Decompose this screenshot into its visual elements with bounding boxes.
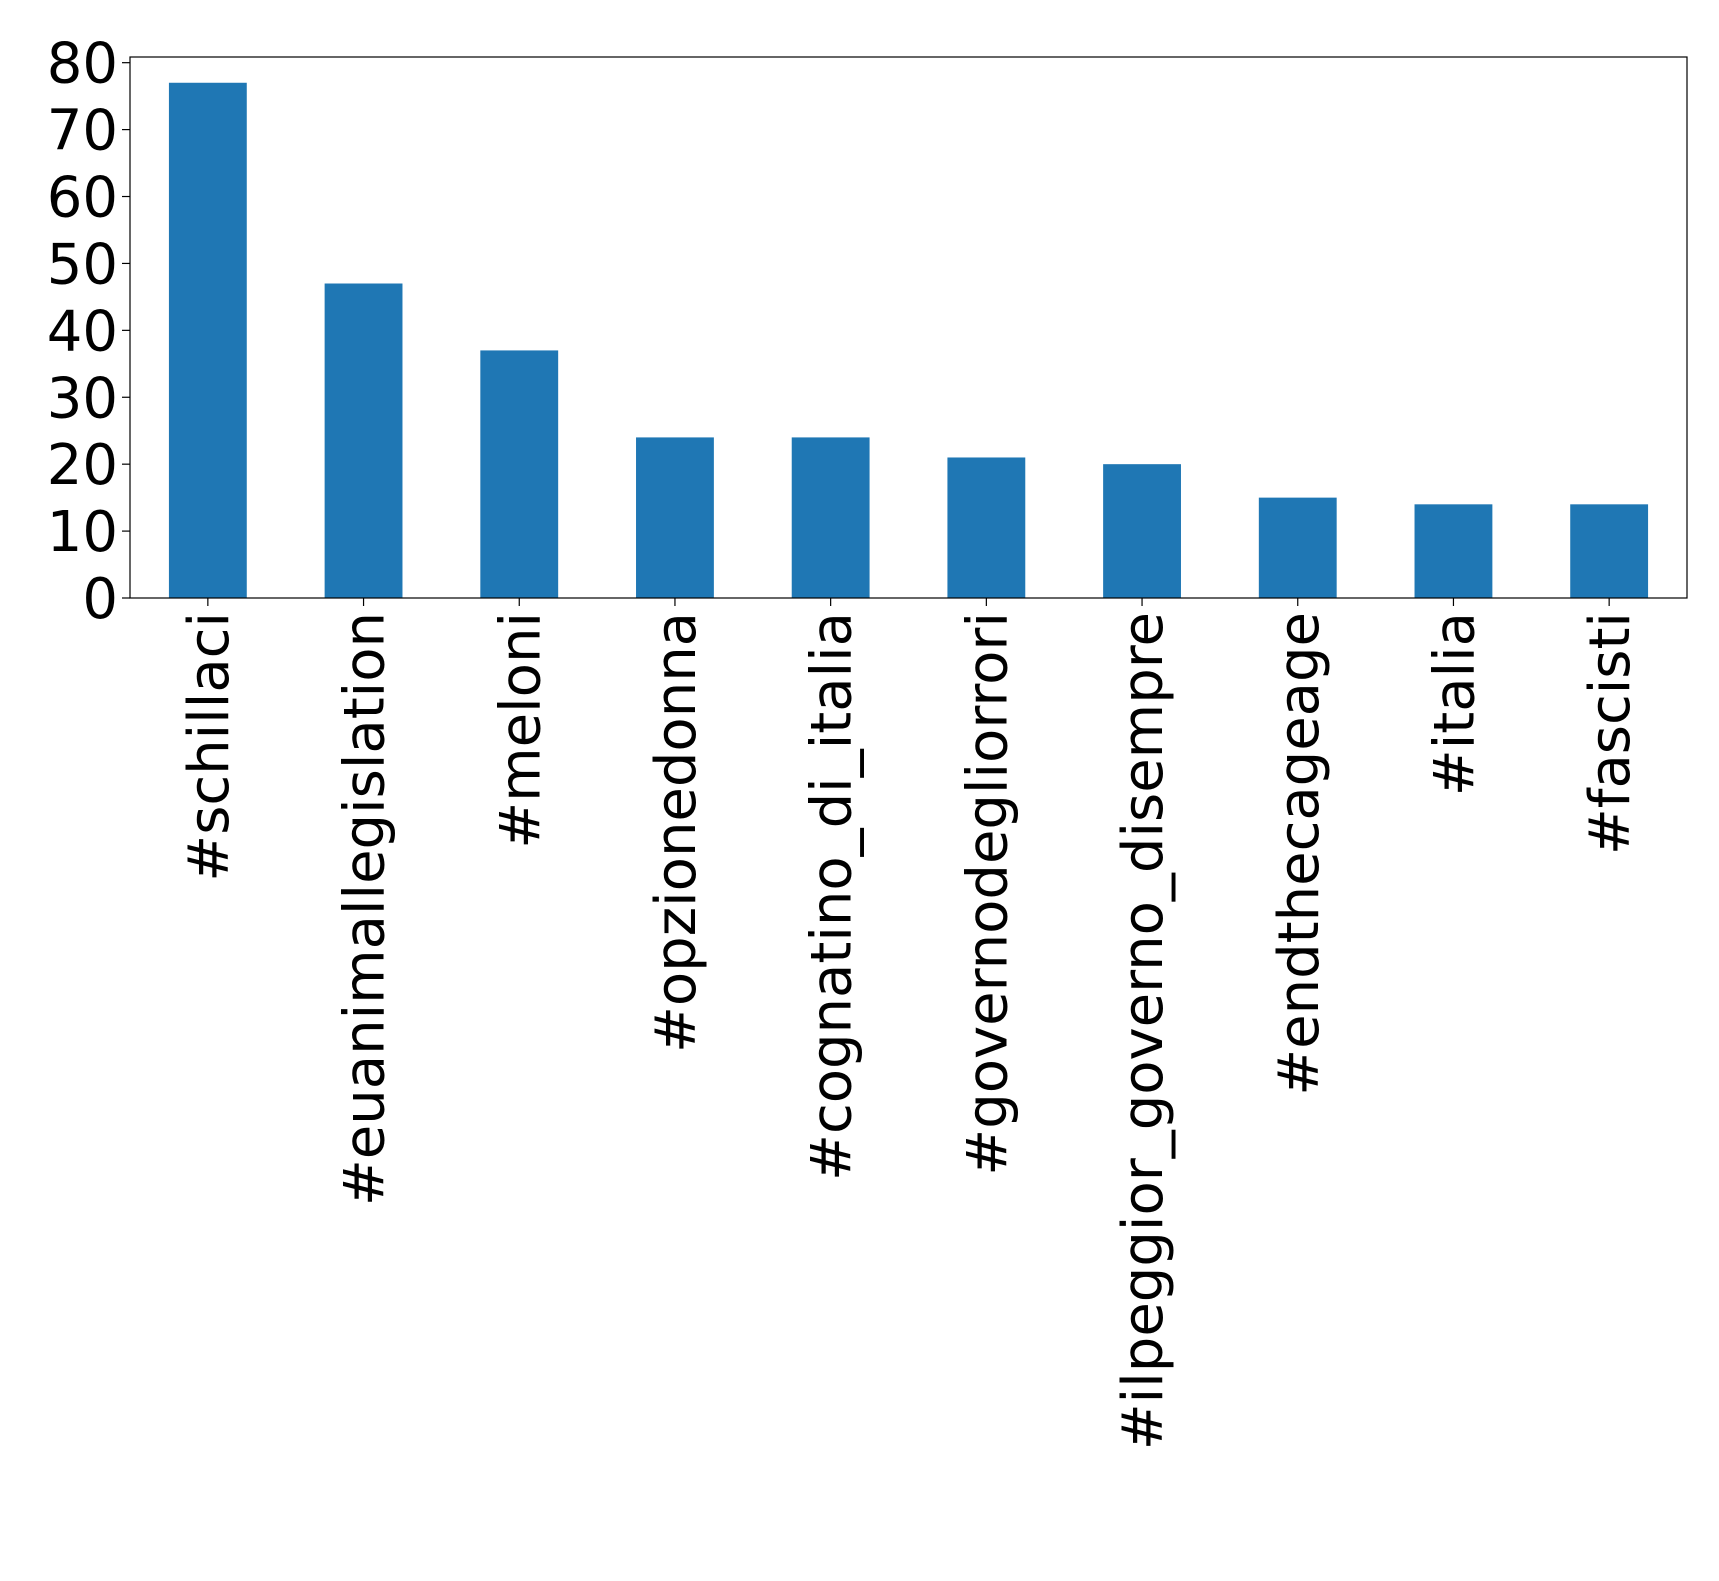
y-tick-label: 20 bbox=[47, 433, 118, 498]
bar bbox=[791, 437, 870, 598]
y-tick-label: 50 bbox=[47, 232, 118, 297]
bar bbox=[480, 350, 559, 598]
y-tick-label: 60 bbox=[47, 166, 118, 231]
x-tick-label: #opzionedonna bbox=[644, 612, 709, 1053]
x-tick-label: #fascisti bbox=[1578, 612, 1643, 855]
bar bbox=[1258, 497, 1337, 598]
bar bbox=[1414, 504, 1493, 598]
x-tick-label: #ilpeggior_governo_disempre bbox=[1111, 612, 1176, 1450]
y-tick-label: 40 bbox=[47, 299, 118, 364]
bar bbox=[168, 82, 247, 598]
x-tick-label: #schillaci bbox=[177, 612, 242, 882]
x-tick-label: #endthecageage bbox=[1267, 612, 1332, 1096]
y-tick-label: 70 bbox=[47, 99, 118, 164]
bar bbox=[1570, 504, 1649, 598]
y-tick-label: 0 bbox=[82, 567, 118, 632]
bar bbox=[636, 437, 714, 598]
y-tick-label: 80 bbox=[47, 32, 118, 97]
x-tick-label: #italia bbox=[1422, 612, 1487, 796]
bar bbox=[1103, 464, 1181, 598]
y-tick-label: 30 bbox=[47, 366, 118, 431]
plot-frame bbox=[129, 56, 1688, 599]
x-tick-label: #meloni bbox=[488, 612, 553, 849]
bar bbox=[324, 283, 403, 598]
x-tick-label: #euanimallegislation bbox=[333, 612, 398, 1206]
bar bbox=[947, 457, 1026, 598]
y-tick-label: 10 bbox=[47, 500, 118, 565]
x-tick-label: #cognatino_di_italia bbox=[800, 612, 865, 1181]
x-tick-label: #governodegliorrori bbox=[955, 612, 1020, 1176]
